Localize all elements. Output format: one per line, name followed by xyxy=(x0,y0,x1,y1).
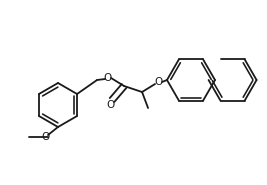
Text: O: O xyxy=(41,132,49,142)
Text: O: O xyxy=(103,73,111,83)
Text: O: O xyxy=(154,77,162,87)
Text: O: O xyxy=(106,100,114,110)
